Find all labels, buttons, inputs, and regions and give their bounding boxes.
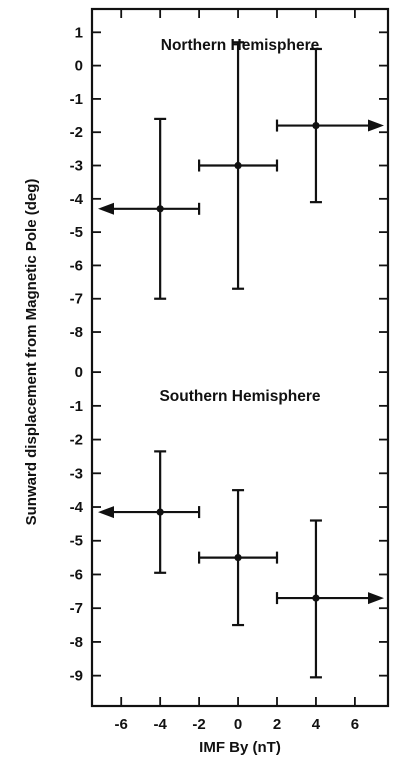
y-tick-label: 1 [75, 24, 83, 41]
y-tick-label: -1 [70, 398, 83, 415]
y-tick-label: -5 [70, 224, 83, 241]
y-tick-label: -2 [70, 124, 83, 141]
y-tick-label: -1 [70, 91, 83, 108]
y-tick-label: -7 [70, 600, 83, 617]
x-open-arrow-right [368, 119, 384, 132]
x-open-arrow-right [368, 592, 384, 605]
y-tick-label: -8 [70, 324, 83, 341]
y-tick-label: -3 [70, 158, 83, 175]
data-point [312, 121, 320, 130]
x-tick-label: -2 [192, 716, 205, 733]
y-tick-label: -6 [70, 257, 83, 274]
y-axis-title: Sunward displacement from Magnetic Pole … [23, 179, 40, 526]
x-tick-label: 6 [351, 716, 359, 733]
chart-marks: -6 -4 -2 0 2 4 6 1 0 -1 -2 -3 -4 -5 -6 -7 -8 0 -1 -2 -3 -4 -5 -… [70, 9, 388, 733]
y-tick-label: -5 [70, 533, 83, 550]
data-point [234, 554, 242, 562]
plot-frame [90, 7, 390, 708]
x-tick-label: -4 [153, 716, 167, 733]
x-axis-title: IMF By (nT) [199, 739, 281, 756]
x-open-arrow-left [98, 506, 114, 519]
data-point [234, 161, 242, 170]
northern-hemisphere-title: Northern Hemisphere [161, 37, 320, 54]
x-tick-label: -6 [115, 716, 128, 733]
y-tick-label: -9 [70, 668, 83, 685]
southern-hemisphere-title: Southern Hemisphere [159, 388, 320, 405]
y-tick-label: 0 [75, 364, 83, 381]
x-tick-label: 2 [273, 716, 281, 733]
data-point [312, 594, 320, 602]
data-point [156, 508, 164, 516]
y-tick-label: -2 [70, 432, 83, 449]
x-tick-label: 4 [312, 716, 321, 733]
y-tick-label: -3 [70, 465, 83, 482]
y-tick-label: 0 [75, 58, 83, 75]
x-open-arrow-left [98, 202, 114, 215]
y-tick-label: -7 [70, 291, 83, 308]
y-tick-label: -4 [70, 191, 84, 208]
y-tick-label: -8 [70, 634, 83, 651]
y-tick-label: -6 [70, 566, 83, 583]
x-tick-label: 0 [234, 716, 242, 733]
y-tick-label: -4 [70, 499, 84, 516]
data-point [156, 205, 164, 213]
